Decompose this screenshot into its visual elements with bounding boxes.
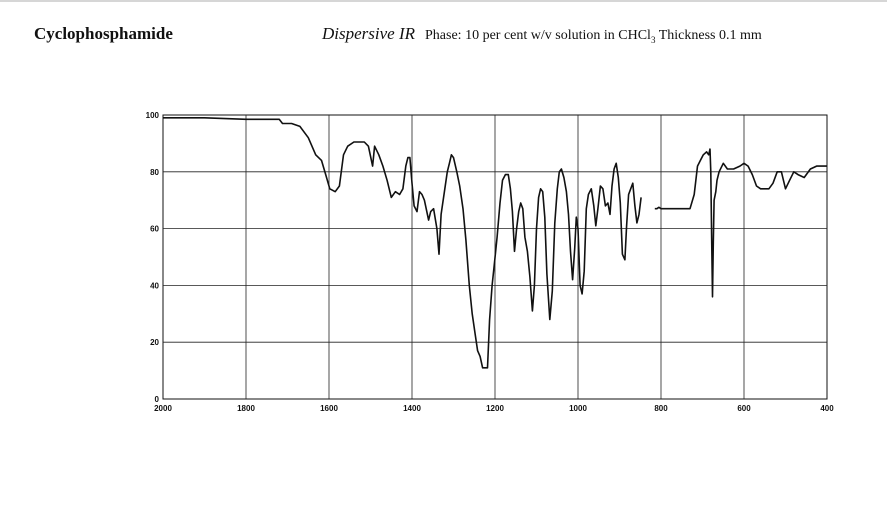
x-tick-label: 800 xyxy=(654,404,668,413)
compound-name: Cyclophosphamide xyxy=(34,24,173,43)
x-tick-label: 1600 xyxy=(320,404,338,413)
y-tick-label: 100 xyxy=(146,111,160,120)
x-axis-ticks: 2000 1800 1600 1400 1200 1000 800 600 400 xyxy=(154,404,834,413)
x-tick-label: 1800 xyxy=(237,404,255,413)
spectrum-line-segment xyxy=(654,148,827,298)
y-tick-label: 60 xyxy=(150,225,159,234)
y-axis-ticks: 0 20 40 60 80 100 xyxy=(146,111,160,404)
y-tick-label: 80 xyxy=(150,168,159,177)
spectrum-line-segment xyxy=(163,117,642,369)
spectrum-series xyxy=(163,117,827,369)
method-header: Dispersive IR Phase: 10 per cent w/v solu… xyxy=(322,24,762,45)
x-tick-label: 400 xyxy=(820,404,834,413)
grid-lines xyxy=(163,115,827,399)
x-tick-label: 1000 xyxy=(569,404,587,413)
phase-label: Phase: 10 per cent w/v solution in CHCl3… xyxy=(425,28,762,45)
y-tick-label: 40 xyxy=(150,281,159,290)
x-tick-label: 1200 xyxy=(486,404,504,413)
top-rule xyxy=(0,0,887,2)
y-tick-label: 0 xyxy=(155,395,160,404)
x-tick-label: 2000 xyxy=(154,404,172,413)
phase-prefix: Phase: 10 per cent w/v solution in CHCl xyxy=(425,28,651,43)
x-tick-label: 1400 xyxy=(403,404,421,413)
phase-suffix: Thickness 0.1 mm xyxy=(655,28,762,43)
method-label: Dispersive IR xyxy=(322,24,416,43)
x-tick-label: 600 xyxy=(737,404,751,413)
phase-subscript: 3 xyxy=(650,34,656,45)
y-tick-label: 20 xyxy=(150,338,159,347)
